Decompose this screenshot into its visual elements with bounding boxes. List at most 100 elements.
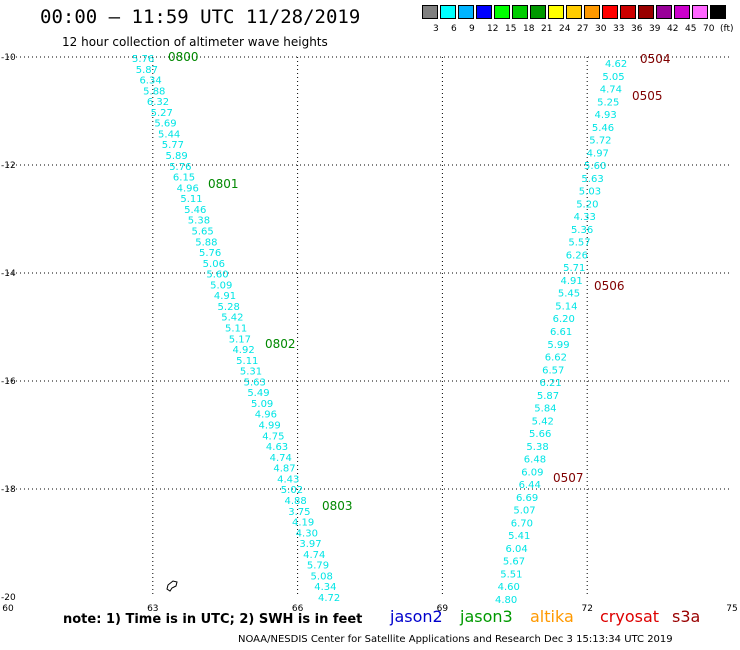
swh-value: 5.09 <box>210 280 232 291</box>
lat-tick-label: -16 <box>1 377 16 387</box>
satellite-jason3: jason3 <box>460 607 513 626</box>
legend-label: 12 <box>487 24 499 34</box>
swh-value: 4.87 <box>273 464 295 475</box>
legend-unit: (ft) <box>720 24 734 34</box>
legend-swatch <box>422 5 438 19</box>
swh-value: 5.03 <box>579 187 601 198</box>
swh-value: 4.74 <box>270 453 292 464</box>
swh-value: 5.09 <box>251 399 273 410</box>
legend-swatch <box>494 5 510 19</box>
swh-value: 4.91 <box>560 276 582 287</box>
lat-tick-label: -20 <box>1 593 16 603</box>
swh-value: 4.63 <box>266 442 288 453</box>
swh-value: 5.76 <box>199 248 221 259</box>
swh-value: 5.88 <box>143 86 165 97</box>
time-label: 0506 <box>594 279 625 293</box>
swh-value: 5.87 <box>537 391 559 402</box>
lon-tick-label: 75 <box>726 604 737 614</box>
swh-value: 5.57 <box>568 238 590 249</box>
swh-value: 5.46 <box>592 123 614 134</box>
swh-value: 6.26 <box>566 250 588 261</box>
lat-tick-label: -18 <box>1 485 16 495</box>
swh-value: 5.69 <box>154 119 176 130</box>
swh-value: 5.45 <box>558 289 580 300</box>
page-title: 00:00 – 11:59 UTC 11/28/2019 <box>40 6 361 28</box>
swh-value: 4.80 <box>495 595 517 606</box>
swh-value: 5.76 <box>132 54 154 65</box>
swh-value: 4.75 <box>262 431 284 442</box>
swh-value: 6.57 <box>542 365 564 376</box>
swh-value: 4.30 <box>296 528 318 539</box>
swh-value: 6.44 <box>519 480 541 491</box>
swh-value: 5.63 <box>244 377 266 388</box>
swh-value: 5.60 <box>584 161 606 172</box>
swh-value: 5.27 <box>151 108 173 119</box>
legend-label: 42 <box>667 24 679 34</box>
swh-value: 4.92 <box>232 345 254 356</box>
lon-tick-label: 66 <box>292 604 304 614</box>
swh-value: 4.33 <box>574 212 596 223</box>
swh-value: 4.91 <box>214 291 236 302</box>
swh-value: 5.88 <box>195 237 217 248</box>
swh-value: 3.97 <box>299 539 321 550</box>
swh-value: 5.08 <box>311 571 333 582</box>
time-label: 0801 <box>208 177 239 191</box>
satellite-altika: altika <box>530 607 574 626</box>
swh-value: 5.84 <box>534 404 556 415</box>
time-label: 0802 <box>265 337 296 351</box>
swh-value: 5.14 <box>555 301 577 312</box>
swh-value: 5.17 <box>229 334 251 345</box>
legend-label: 39 <box>649 24 661 34</box>
legend-swatch <box>584 5 600 19</box>
swh-value: 5.25 <box>597 97 619 108</box>
swh-value: 5.60 <box>206 270 228 281</box>
legend-label: 36 <box>631 24 643 34</box>
swh-value: 5.11 <box>180 194 202 205</box>
swh-value: 5.51 <box>500 569 522 580</box>
swh-value: 5.87 <box>136 65 158 76</box>
swh-value: 4.60 <box>498 582 520 593</box>
lat-tick-label: -14 <box>1 269 16 279</box>
time-label: 0505 <box>632 89 663 103</box>
swh-value: 6.69 <box>516 493 538 504</box>
legend-label: 9 <box>469 24 475 34</box>
swh-value: 4.97 <box>587 148 609 159</box>
swh-value: 6.21 <box>540 378 562 389</box>
swh-value: 6.61 <box>550 327 572 338</box>
legend-label: 21 <box>541 24 553 34</box>
swh-value: 4.96 <box>255 410 277 421</box>
swh-value: 5.05 <box>602 72 624 83</box>
swh-value: 4.96 <box>177 183 199 194</box>
swh-value: 6.04 <box>505 544 527 555</box>
swh-value: 5.72 <box>589 136 611 147</box>
axis-ticks: 60 63 66 69 72 75 -10 -12 -14 -16 -18 -20 <box>1 53 738 614</box>
satellite-cryosat: cryosat <box>600 607 660 626</box>
swh-value: 5.41 <box>508 531 530 542</box>
swh-value: 4.34 <box>314 582 336 593</box>
legend-swatch <box>566 5 582 19</box>
time-label: 0800 <box>168 50 199 64</box>
swh-value: 5.42 <box>532 416 554 427</box>
footer-note: note: 1) Time is in UTC; 2) SWH is in fe… <box>63 612 363 627</box>
legend-swatch <box>530 5 546 19</box>
time-label: 0507 <box>553 471 584 485</box>
swh-value: 4.19 <box>292 518 314 529</box>
credit-line: NOAA/NESDIS Center for Satellite Applica… <box>238 634 673 645</box>
legend-label: 6 <box>451 24 457 34</box>
swh-value: 5.11 <box>225 324 247 335</box>
legend-swatch <box>620 5 636 19</box>
swh-value: 5.65 <box>192 226 214 237</box>
swh-value: 5.77 <box>162 140 184 151</box>
legend-swatch <box>692 5 708 19</box>
legend-label: 70 <box>703 24 715 34</box>
swh-value: 5.63 <box>581 174 603 185</box>
swh-value: 5.02 <box>281 485 303 496</box>
time-label: 0504 <box>640 52 671 66</box>
swh-value: 4.43 <box>277 474 299 485</box>
legend-label: 18 <box>523 24 535 34</box>
legend-swatch <box>602 5 618 19</box>
satellite-jason2: jason2 <box>390 607 443 626</box>
map-grid <box>8 56 732 597</box>
lon-tick-label: 63 <box>147 604 158 614</box>
swh-value: 5.31 <box>240 367 262 378</box>
